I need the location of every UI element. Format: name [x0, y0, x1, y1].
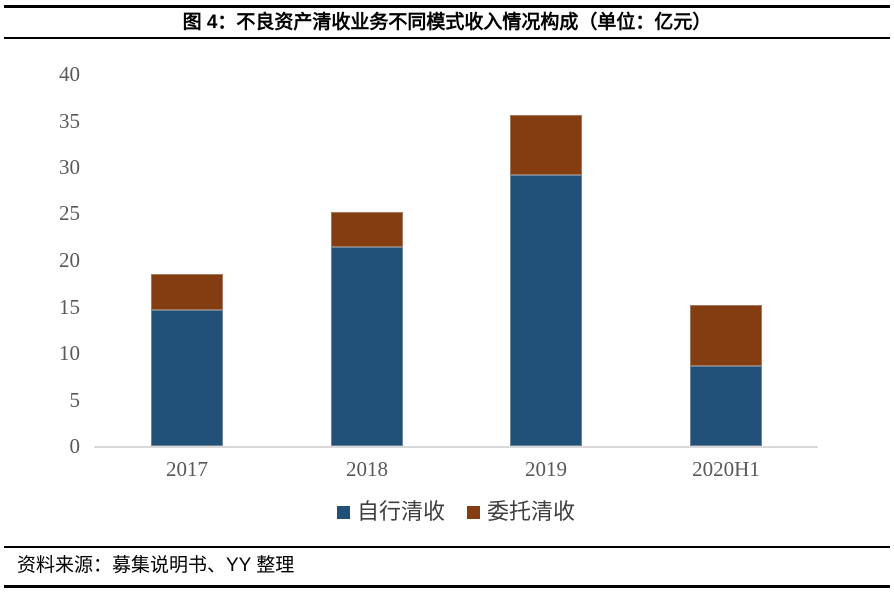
- x-category-label: 2017: [166, 457, 208, 481]
- bar-segment: [510, 115, 582, 175]
- legend-swatch-icon: [467, 505, 480, 519]
- x-category-label: 2018: [346, 457, 388, 481]
- y-tick-label: 15: [59, 295, 80, 319]
- title-underline: [4, 37, 890, 39]
- legend-item: 委托清收: [467, 499, 575, 525]
- y-tick-label: 20: [59, 248, 80, 272]
- y-tick-label: 10: [59, 341, 80, 365]
- bar-segment: [331, 212, 403, 247]
- bar-segment: [510, 175, 582, 446]
- bar-segment: [151, 274, 223, 310]
- x-axis-line: [94, 446, 818, 448]
- y-tick-label: 40: [59, 62, 80, 86]
- bar-segment: [151, 310, 223, 446]
- legend-label: 自行清收: [356, 499, 445, 524]
- source-text: 资料来源：募集说明书、YY 整理: [17, 555, 295, 576]
- y-tick-label: 25: [59, 201, 80, 225]
- bar-segment: [690, 366, 762, 446]
- y-tick-label: 0: [69, 434, 81, 458]
- legend-swatch-icon: [336, 505, 350, 519]
- top-border-line: [4, 5, 890, 8]
- y-tick-label: 30: [59, 155, 80, 179]
- figure-title: 图 4：不良资产清收业务不同模式收入情况构成（单位：亿元）: [182, 12, 712, 33]
- chart-legend: 自行清收 委托清收: [94, 497, 818, 527]
- bottom-border-line: [4, 585, 890, 588]
- bar-segment: [331, 247, 403, 446]
- legend-label: 委托清收: [487, 499, 576, 524]
- bar-segment: [690, 305, 762, 366]
- y-tick-label: 5: [69, 388, 81, 412]
- source-divider-line: [4, 546, 890, 548]
- y-tick-label: 35: [59, 109, 80, 133]
- legend-item: 自行清收: [336, 499, 445, 525]
- x-category-label: 2019: [525, 457, 567, 481]
- x-category-label: 2020H1: [692, 457, 760, 481]
